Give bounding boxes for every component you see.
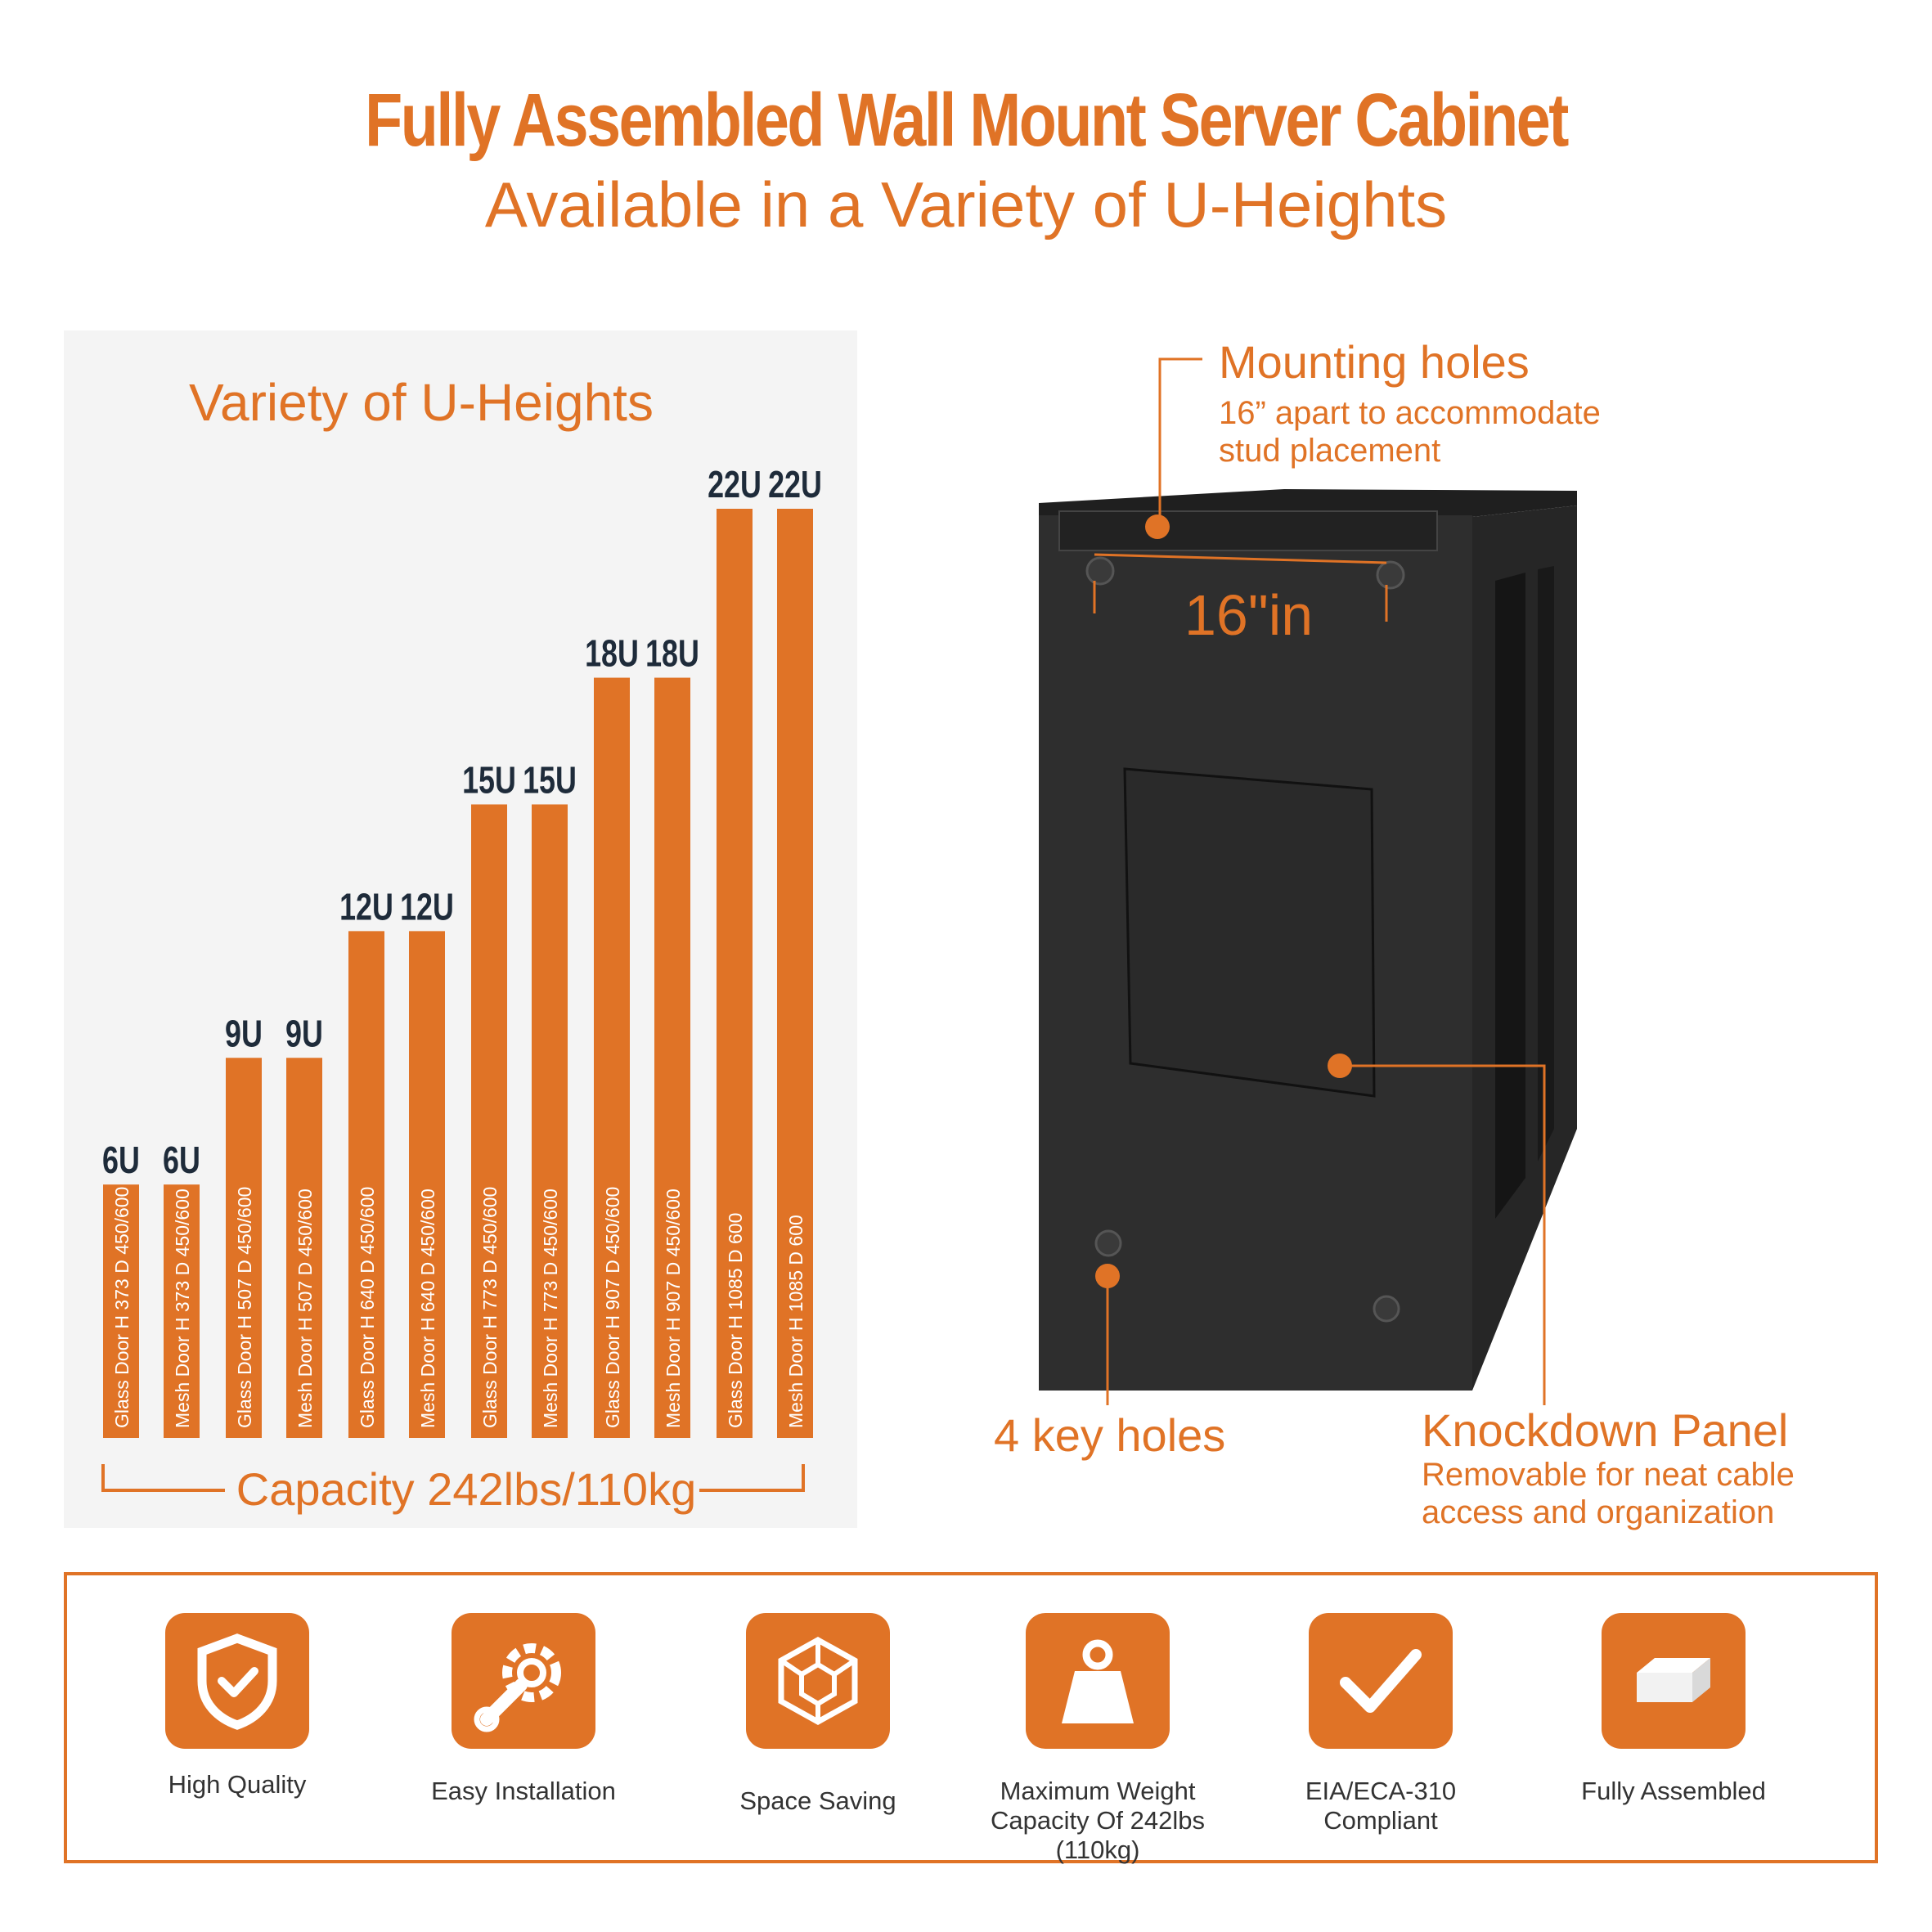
bar-spec-label-12: Mesh Door H 1085 D 600: [785, 1215, 806, 1428]
checkmark-icon: [1309, 1613, 1453, 1749]
feature-easy-installation: Easy Installation: [384, 1613, 663, 1806]
feature-space-saving: Space Saving: [679, 1613, 957, 1816]
bar-10: [654, 677, 690, 1438]
feature-max-weight: Maximum Weight Capacity Of 242lbs (110kg…: [959, 1613, 1237, 1865]
bar-spec-label-7: Glass Door H 773 D 450/600: [479, 1187, 501, 1428]
page-title: Fully Assembled Wall Mount Server Cabine…: [365, 79, 1569, 162]
bar-value-label-5: 12U: [339, 886, 393, 928]
bar-value-label-9: 18U: [585, 632, 639, 674]
bar-8: [532, 804, 568, 1438]
dimension-line: [1094, 553, 1387, 564]
bar-value-label-1: 6U: [102, 1139, 140, 1181]
bar-value-label-7: 15U: [462, 759, 516, 801]
x-axis-label: Capacity 242lbs/110kg: [236, 1463, 697, 1515]
key-hole-bottom-right: [1373, 1295, 1400, 1323]
bar-spec-label-8: Mesh Door H 773 D 450/600: [540, 1188, 561, 1428]
mounting-holes-title: Mounting holes: [1219, 336, 1530, 388]
side-vent-2: [1538, 566, 1554, 1161]
bar-5: [348, 931, 384, 1438]
mount-hole-right: [1376, 560, 1405, 590]
box-icon: [1602, 1613, 1746, 1749]
bar-value-label-4: 9U: [285, 1013, 323, 1054]
bar-value-label-10: 18U: [645, 632, 699, 674]
bar-value-label-3: 9U: [225, 1013, 263, 1054]
cube-icon: [746, 1613, 890, 1749]
feature-high-quality: High Quality: [98, 1613, 376, 1799]
bar-11: [717, 509, 753, 1438]
bar-1: [103, 1184, 139, 1438]
u-height-chart: 6U Glass Door H 373 D 450/600 6U Mesh Door …: [101, 464, 822, 1492]
mount-hole-left: [1085, 556, 1115, 586]
shield-check-icon: [165, 1613, 309, 1749]
bar-6: [409, 931, 445, 1438]
side-vent-1: [1495, 573, 1525, 1219]
bar-9: [594, 677, 630, 1438]
bar-value-label-8: 15U: [523, 759, 577, 801]
bar-2: [164, 1184, 200, 1438]
bar-12: [777, 509, 813, 1438]
key-holes-title: 4 key holes: [994, 1409, 1226, 1461]
bar-3: [226, 1058, 262, 1438]
mounting-holes-desc-1: 16” apart to accommodate: [1219, 395, 1601, 431]
bar-value-label-6: 12U: [400, 886, 454, 928]
bar-value-label-11: 22U: [708, 464, 762, 505]
bar-spec-label-9: Glass Door H 907 D 450/600: [602, 1187, 623, 1428]
knockdown-panel-desc-1: Removable for neat cable: [1422, 1457, 1795, 1493]
bar-7: [471, 804, 507, 1438]
chart-title: Variety of U-Heights: [189, 373, 654, 432]
dimension-label: 16"in: [1184, 583, 1314, 647]
mounting-callout-dot: [1145, 514, 1170, 539]
features-box: [64, 1572, 1878, 1863]
bar-value-label-12: 22U: [768, 464, 822, 505]
bar-spec-label-6: Mesh Door H 640 D 450/600: [417, 1188, 438, 1428]
bar-value-label-2: 6U: [163, 1139, 200, 1181]
bar-spec-label-10: Mesh Door H 907 D 450/600: [663, 1188, 684, 1428]
bar-spec-label-11: Glass Door H 1085 D 600: [725, 1213, 746, 1428]
bar-4: [286, 1058, 322, 1438]
knockdown-panel-title: Knockdown Panel: [1422, 1404, 1789, 1456]
feature-eia-compliant: EIA/ECA-310 Compliant: [1242, 1613, 1520, 1835]
weight-icon: [1026, 1613, 1170, 1749]
bar-spec-label-2: Mesh Door H 373 D 450/600: [172, 1188, 193, 1428]
cabinet-illustration: [1039, 489, 1577, 1391]
page-subtitle: Available in a Variety of U-Heights: [484, 168, 1448, 240]
bar-spec-label-4: Mesh Door H 507 D 450/600: [294, 1188, 316, 1428]
wrench-gear-icon: [452, 1613, 595, 1749]
mounting-rail: [1058, 510, 1438, 551]
cabinet-top: [1039, 489, 1577, 517]
bar-spec-label-5: Glass Door H 640 D 450/600: [357, 1187, 378, 1428]
key-hole-bottom-left: [1094, 1229, 1122, 1257]
feature-fully-assembled: Fully Assembled: [1534, 1613, 1813, 1806]
knockdown-panel-desc-2: access and organization: [1422, 1494, 1775, 1530]
knockdown-panel: [1123, 767, 1376, 1098]
capacity-bracket: [101, 1464, 805, 1492]
bar-spec-label-3: Glass Door H 507 D 450/600: [234, 1187, 255, 1428]
mounting-holes-desc-2: stud placement: [1219, 433, 1441, 469]
bars-group: 6U Glass Door H 373 D 450/600 6U Mesh Door …: [102, 464, 822, 1438]
bar-spec-label-1: Glass Door H 373 D 450/600: [111, 1187, 133, 1428]
